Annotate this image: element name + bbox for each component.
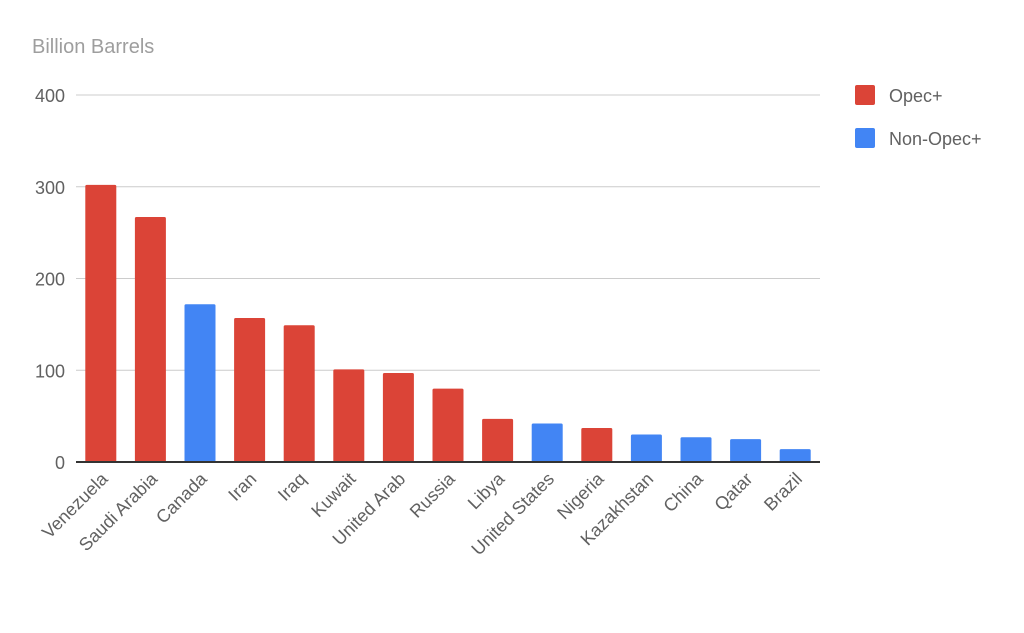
bar (630, 434, 662, 462)
x-tick-label: Iraq (274, 469, 310, 505)
bar (432, 388, 464, 462)
bars (85, 184, 811, 463)
x-tick-label: Canada (152, 468, 211, 527)
x-tick-label: Libya (464, 468, 509, 513)
x-tick-label: Qatar (710, 469, 756, 515)
bar (382, 373, 414, 462)
bar (234, 317, 266, 462)
y-tick-label: 0 (55, 453, 65, 473)
bar (333, 369, 365, 462)
gridlines (76, 94, 820, 371)
x-tick-label: Brazil (760, 469, 806, 515)
bar (730, 439, 762, 462)
bar (283, 325, 315, 462)
legend-label: Non-Opec+ (889, 129, 982, 149)
bar (531, 423, 563, 462)
bar (581, 428, 613, 462)
y-tick-label: 400 (35, 86, 65, 106)
bar (482, 418, 514, 462)
x-tick-label: Russia (406, 468, 460, 522)
x-tick-label: China (659, 468, 707, 516)
bar (134, 217, 166, 462)
legend-swatch (855, 128, 875, 148)
legend: Opec+ Non-Opec+ (855, 85, 982, 149)
y-axis-title: Billion Barrels (32, 36, 154, 58)
bar (85, 184, 117, 463)
legend-label: Opec+ (889, 86, 943, 106)
y-tick-label: 300 (35, 178, 65, 198)
bar (184, 304, 216, 462)
y-tick-labels: 0 100 200 300 400 (35, 86, 65, 473)
bar (680, 437, 712, 462)
y-tick-label: 200 (35, 270, 65, 290)
x-tick-label: Iran (224, 469, 260, 505)
bar (779, 449, 811, 462)
legend-swatch (855, 85, 875, 105)
y-tick-label: 100 (35, 361, 65, 381)
